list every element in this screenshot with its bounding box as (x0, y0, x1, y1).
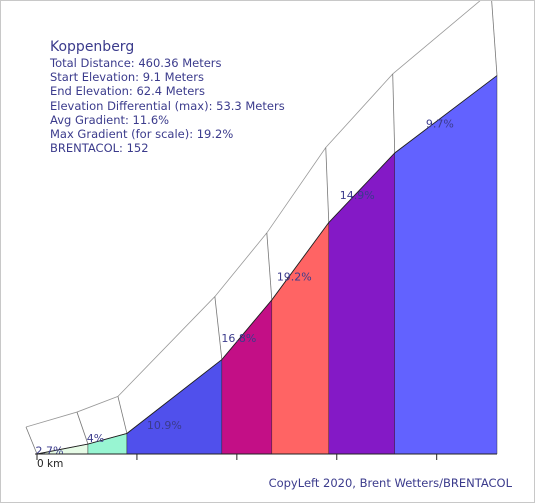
stat-avg-gradient: Avg Gradient: 11.6% (50, 112, 170, 127)
gradient-label-4: 19.2% (277, 270, 312, 283)
elevation-line (36, 75, 498, 455)
wall-divider-6 (392, 73, 396, 153)
gradient-segment-fills (36, 75, 498, 455)
credit-text: CopyLeft 2020, Brent Wetters/BRENTACOL (268, 476, 512, 490)
wall-divider-0 (25, 426, 38, 455)
wall-divider-2 (117, 396, 128, 434)
x-axis: 0 km (35, 453, 497, 470)
stat-max-gradient: Max Gradient (for scale): 19.2% (50, 127, 234, 142)
gradient-label-5: 14.9% (340, 189, 375, 202)
gradient-label-6: 9.7% (426, 117, 454, 130)
profile-top-outline (25, 1, 481, 428)
wall-divider-3 (214, 296, 223, 360)
gradient-labels: 2.7% 4% 10.9% 16.8% 19.2% 14.9% 9.7% (36, 117, 454, 457)
wall-divider-4 (266, 232, 273, 300)
stat-end-elevation: End Elevation: 62.4 Meters (50, 84, 206, 99)
stat-brentacol: BRENTACOL: 152 (50, 141, 149, 156)
stat-start-elevation: Start Elevation: 9.1 Meters (50, 70, 204, 85)
gradient-label-1: 4% (87, 432, 104, 445)
wall-divider-5 (325, 147, 330, 223)
gradient-label-3: 16.8% (221, 332, 256, 345)
profile-walls (25, 1, 498, 455)
chart-title: Koppenberg (50, 39, 135, 55)
climb-info-panel: Koppenberg Total Distance: 460.36 Meters… (50, 38, 285, 155)
profile-wall-surface (26, 1, 497, 454)
gradient-label-0: 2.7% (36, 445, 64, 458)
x-tick-label-0: 0 km (37, 458, 63, 470)
wall-divider-7 (491, 1, 498, 76)
stat-elevation-differential: Elevation Differential (max): 53.3 Meter… (50, 98, 285, 113)
wall-divider-1 (76, 411, 89, 445)
stat-total-distance: Total Distance: 460.36 Meters (50, 56, 222, 70)
gradient-label-2: 10.9% (147, 419, 182, 432)
